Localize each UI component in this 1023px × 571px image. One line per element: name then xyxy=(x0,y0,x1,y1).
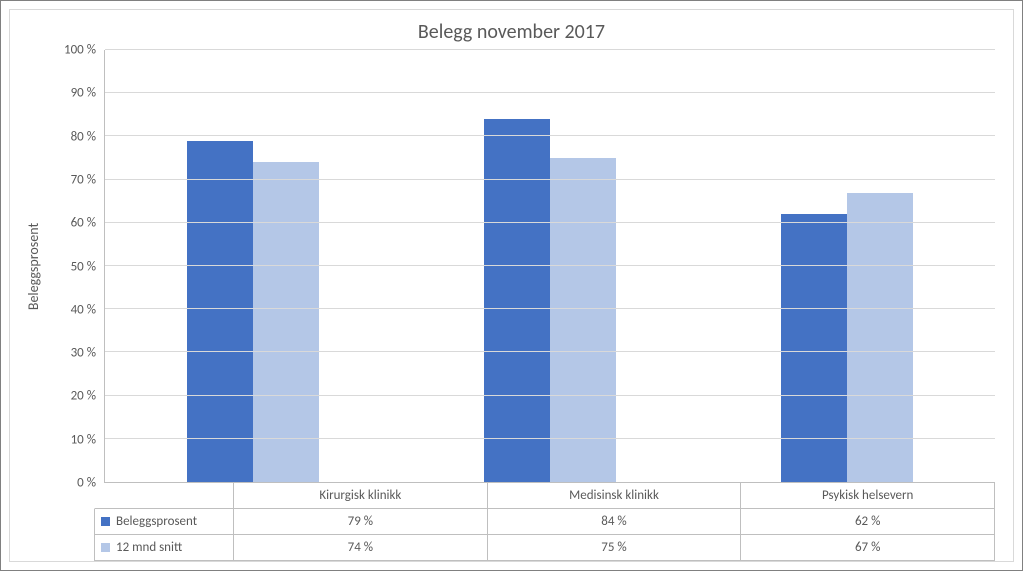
plot-area xyxy=(104,50,995,483)
series-value: 79 % xyxy=(234,509,488,535)
gridline xyxy=(105,222,995,223)
series-value: 74 % xyxy=(234,535,488,561)
bar xyxy=(781,214,847,482)
chart-title: Belegg november 2017 xyxy=(10,10,1013,50)
data-table: Kirurgisk klinikkMedisinsk klinikkPsykis… xyxy=(10,483,1013,561)
y-tick-label: 80 % xyxy=(71,129,96,144)
y-tick-label: 70 % xyxy=(71,172,96,187)
category-label: Medisinsk klinikk xyxy=(488,483,742,509)
gridline xyxy=(105,135,995,136)
gridline xyxy=(105,92,995,93)
series-legend: Beleggsprosent xyxy=(94,509,234,535)
plot-row: 0 %10 %20 %30 %40 %50 %60 %70 %80 %90 %1… xyxy=(48,50,995,483)
table-spacer-yaxis xyxy=(38,509,94,535)
table-spacer-ylabel xyxy=(10,483,38,561)
y-axis: 0 %10 %20 %30 %40 %50 %60 %70 %80 %90 %1… xyxy=(48,50,104,483)
table-spacer-yaxis xyxy=(38,535,94,561)
y-tick-label: 20 % xyxy=(71,389,96,404)
plot-column: 0 %10 %20 %30 %40 %50 %60 %70 %80 %90 %1… xyxy=(48,50,995,483)
series-row: 12 mnd snitt 74 %75 %67 % xyxy=(38,535,1013,561)
chart-container: Belegg november 2017 Beleggsprosent 0 % 1… xyxy=(0,0,1023,571)
table-rows: Kirurgisk klinikkMedisinsk klinikkPsykis… xyxy=(38,483,1013,561)
gridline xyxy=(105,49,995,50)
legend-swatch xyxy=(101,543,110,552)
ylabel-wrap: Beleggsprosent xyxy=(20,50,48,483)
chart-inner: Belegg november 2017 Beleggsprosent 0 % 1… xyxy=(9,9,1014,562)
y-tick-label: 10 % xyxy=(71,432,96,447)
y-tick-label: 100 % xyxy=(64,43,96,58)
bar-group xyxy=(402,50,699,482)
bar-groups xyxy=(105,50,995,482)
gridline xyxy=(105,179,995,180)
table-header-empty xyxy=(94,483,234,509)
y-tick-label: 90 % xyxy=(71,86,96,101)
y-tick-label: 40 % xyxy=(71,302,96,317)
series-value: 84 % xyxy=(488,509,742,535)
gridline xyxy=(105,438,995,439)
gridline xyxy=(105,265,995,266)
series-value: 67 % xyxy=(741,535,995,561)
series-legend: 12 mnd snitt xyxy=(94,535,234,561)
series-value-cells: 74 %75 %67 % xyxy=(234,535,995,561)
y-axis-label: Beleggsprosent xyxy=(26,223,43,310)
bar-group xyxy=(105,50,402,482)
legend-swatch xyxy=(101,517,110,526)
series-value: 75 % xyxy=(488,535,742,561)
y-tick-label: 30 % xyxy=(71,346,96,361)
y-tick-label: 60 % xyxy=(71,216,96,231)
series-row: Beleggsprosent 79 %84 %62 % xyxy=(38,509,1013,535)
legend-label: 12 mnd snitt xyxy=(116,540,182,555)
legend-label: Beleggsprosent xyxy=(116,514,197,529)
category-label: Psykisk helsevern xyxy=(741,483,995,509)
gridline xyxy=(105,395,995,396)
category-cells: Kirurgisk klinikkMedisinsk klinikkPsykis… xyxy=(234,483,995,509)
series-rows: Beleggsprosent 79 %84 %62 % 12 mnd snitt 74… xyxy=(38,509,1013,561)
bar xyxy=(484,119,550,482)
y-tick-label: 0 % xyxy=(77,476,96,491)
series-value: 62 % xyxy=(741,509,995,535)
bar xyxy=(550,158,616,482)
y-tick-label: 50 % xyxy=(71,259,96,274)
bar-group xyxy=(698,50,995,482)
category-label: Kirurgisk klinikk xyxy=(234,483,488,509)
chart-body: Beleggsprosent 0 %10 %20 %30 %40 %50 %60… xyxy=(10,50,1013,483)
table-header-row: Kirurgisk klinikkMedisinsk klinikkPsykis… xyxy=(38,483,1013,509)
gridline xyxy=(105,308,995,309)
bar xyxy=(253,162,319,482)
series-value-cells: 79 %84 %62 % xyxy=(234,509,995,535)
bar xyxy=(187,141,253,482)
gridline xyxy=(105,351,995,352)
